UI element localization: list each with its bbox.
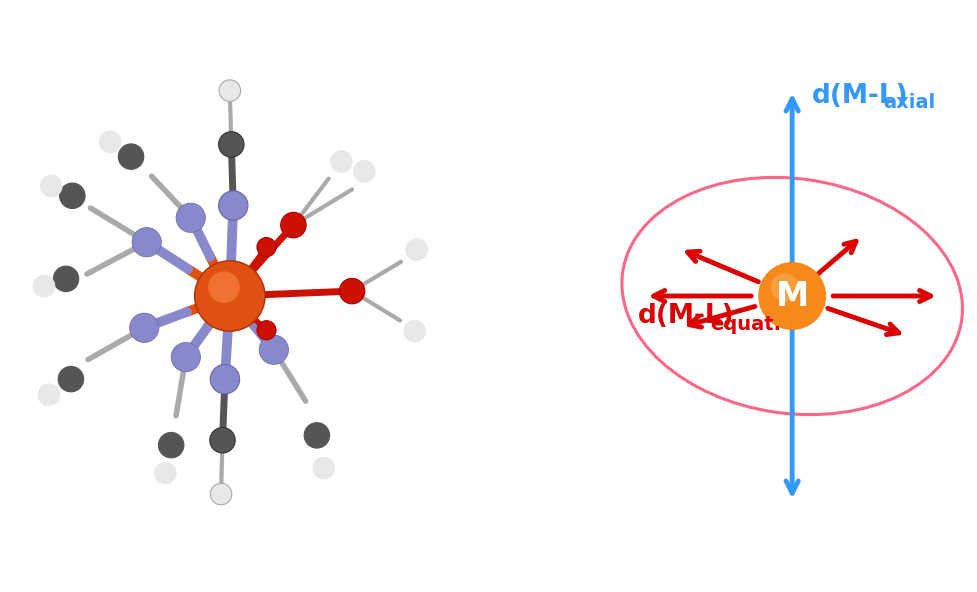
Circle shape bbox=[771, 274, 797, 301]
Circle shape bbox=[280, 213, 306, 238]
Text: M: M bbox=[775, 279, 808, 313]
Circle shape bbox=[194, 261, 265, 331]
Circle shape bbox=[58, 366, 83, 392]
Circle shape bbox=[354, 160, 374, 182]
Circle shape bbox=[339, 278, 364, 304]
Circle shape bbox=[405, 239, 427, 260]
Circle shape bbox=[118, 144, 144, 169]
Circle shape bbox=[158, 432, 184, 458]
Text: d(M-L): d(M-L) bbox=[811, 82, 908, 108]
Circle shape bbox=[41, 175, 62, 197]
Circle shape bbox=[33, 275, 55, 297]
Circle shape bbox=[257, 237, 276, 257]
Circle shape bbox=[257, 321, 276, 340]
Circle shape bbox=[132, 227, 161, 257]
Circle shape bbox=[210, 483, 232, 505]
Text: d(M-L): d(M-L) bbox=[638, 303, 734, 329]
Circle shape bbox=[404, 320, 425, 342]
Circle shape bbox=[304, 423, 329, 448]
Circle shape bbox=[54, 266, 78, 292]
Circle shape bbox=[176, 203, 205, 233]
Circle shape bbox=[154, 462, 176, 484]
Circle shape bbox=[219, 80, 240, 101]
Circle shape bbox=[219, 191, 247, 220]
Circle shape bbox=[100, 131, 121, 153]
Circle shape bbox=[259, 335, 288, 365]
Circle shape bbox=[208, 271, 239, 303]
Circle shape bbox=[219, 131, 244, 157]
Circle shape bbox=[38, 384, 60, 406]
Circle shape bbox=[210, 365, 239, 394]
Circle shape bbox=[171, 342, 200, 372]
Circle shape bbox=[209, 427, 234, 453]
Circle shape bbox=[60, 183, 85, 208]
Circle shape bbox=[313, 458, 334, 479]
Circle shape bbox=[330, 151, 352, 172]
Text: axial: axial bbox=[882, 94, 934, 112]
Circle shape bbox=[129, 313, 158, 342]
Text: equat.: equat. bbox=[709, 315, 781, 334]
Circle shape bbox=[758, 263, 825, 329]
